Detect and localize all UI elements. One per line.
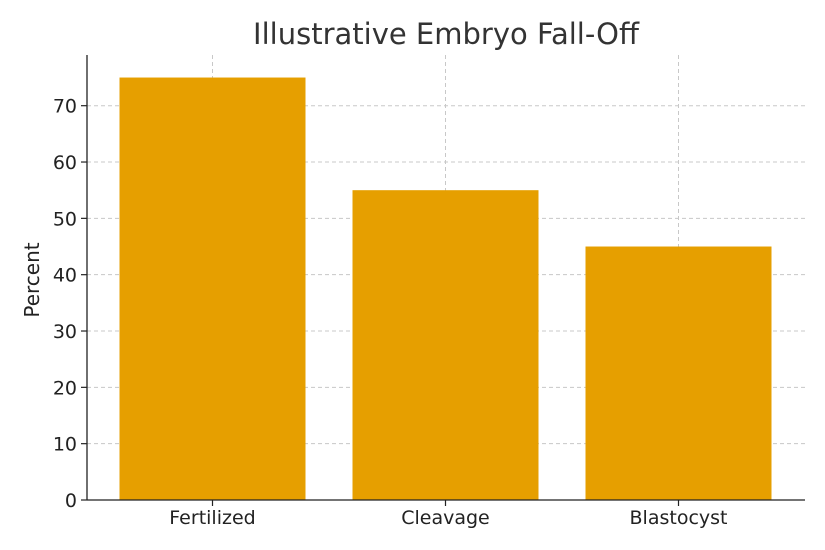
y-tick-label-70: 70 bbox=[53, 96, 77, 118]
x-tick-label-fertilized: Fertilized bbox=[169, 507, 255, 529]
bar-fertilized bbox=[119, 77, 306, 500]
y-tick-label-60: 60 bbox=[53, 152, 77, 174]
bar-cleavage bbox=[352, 190, 539, 500]
y-tick-label-50: 50 bbox=[53, 208, 77, 230]
bar-blastocyst bbox=[585, 246, 772, 500]
y-tick-label-20: 20 bbox=[53, 377, 77, 399]
y-tick-label-40: 40 bbox=[53, 265, 77, 287]
y-tick-label-30: 30 bbox=[53, 321, 77, 343]
x-tick-label-cleavage: Cleavage bbox=[401, 507, 490, 529]
y-ticks: 0 10 20 30 40 50 60 70 bbox=[53, 96, 87, 512]
x-tick-label-blastocyst: Blastocyst bbox=[630, 507, 728, 529]
y-tick-label-10: 10 bbox=[53, 434, 77, 456]
y-axis-label: Percent bbox=[20, 242, 44, 317]
y-tick-label-0: 0 bbox=[65, 490, 77, 512]
x-ticks: Fertilized Cleavage Blastocyst bbox=[169, 500, 727, 529]
bars bbox=[119, 77, 772, 500]
chart-title: Illustrative Embryo Fall-Off bbox=[253, 17, 640, 51]
